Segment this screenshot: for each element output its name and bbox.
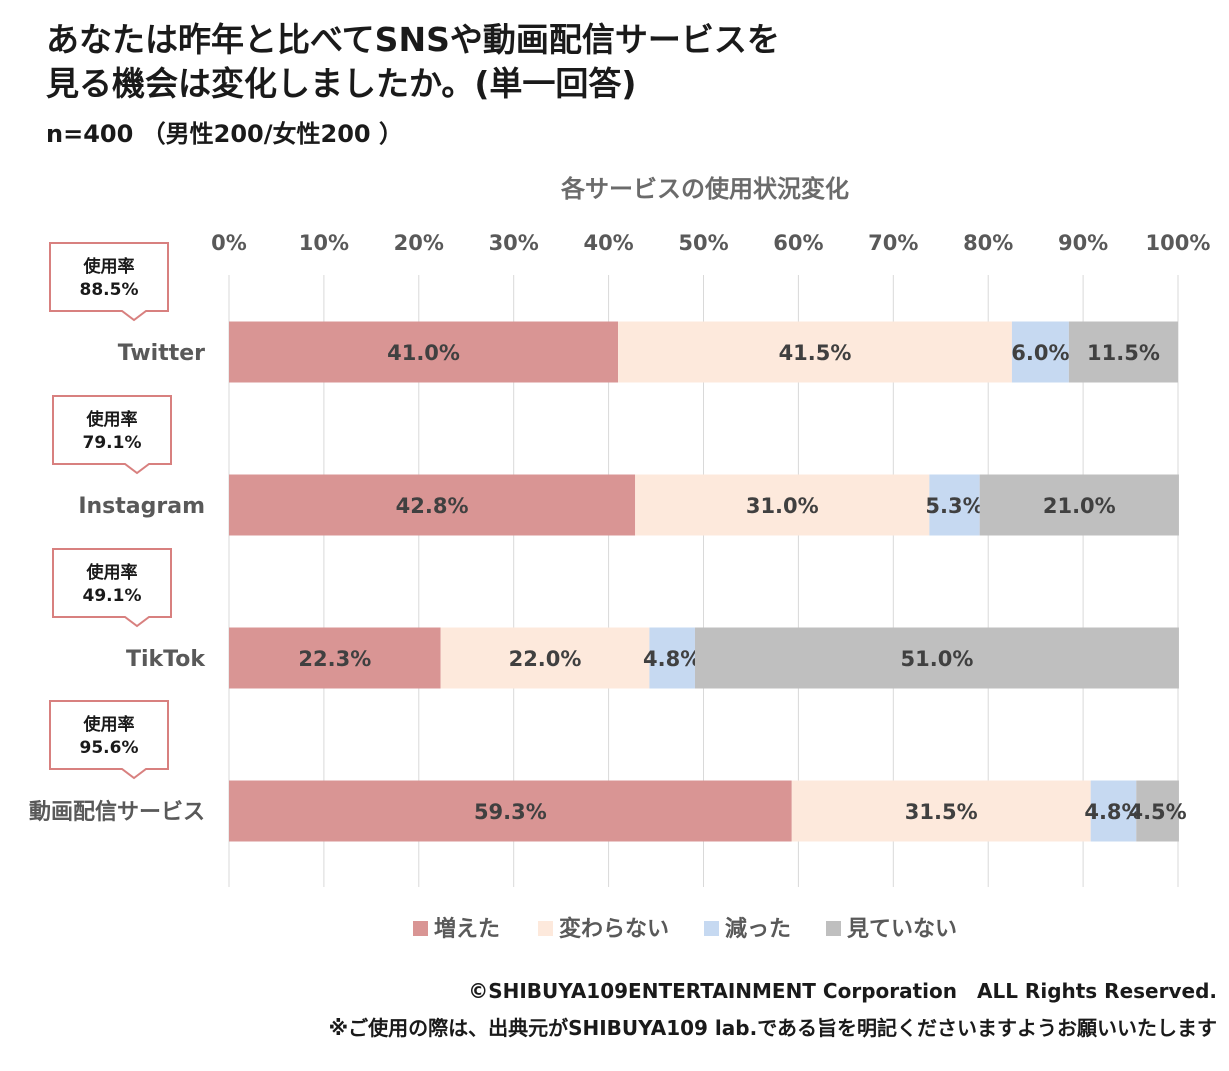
usage-rate-callouts: 使用率 88.5% 使用率 79.1% 使用率 49.1% 使用率 95.6%	[49, 242, 172, 780]
bar-segment	[618, 321, 1012, 383]
usage-callout-label: 使用率	[83, 256, 135, 277]
legend-label: 変わらない	[559, 916, 669, 942]
value-label: 21.0%	[1043, 494, 1116, 518]
x-tick-label: 90%	[1058, 231, 1108, 255]
bar-segment	[1136, 780, 1179, 842]
sample-size: n=400 （男性200/女性200 ）	[46, 120, 403, 148]
value-label: 11.5%	[1087, 341, 1160, 365]
bar-segment	[229, 627, 441, 689]
usage-callout-value: 49.1%	[83, 586, 142, 606]
value-label: 22.0%	[509, 647, 582, 671]
legend-swatch	[826, 921, 841, 936]
bar-segment	[1068, 321, 1178, 383]
page-title: あなたは昨年と比べてSNSや動画配信サービスを 見る機会は変化しましたか。(単一…	[46, 18, 780, 106]
category-label-twitter: Twitter	[118, 341, 205, 366]
title-line-2: 見る機会は変化しましたか。(単一回答)	[46, 64, 637, 103]
usage-callout	[49, 242, 169, 322]
usage-callout	[52, 548, 172, 628]
x-axis-ticks: 0% 10% 20% 30% 40% 50% 60% 70% 80% 90% 100%	[211, 231, 1210, 255]
bar-segment	[979, 474, 1179, 536]
usage-callout-label: 使用率	[86, 409, 138, 430]
value-label: 5.3%	[925, 494, 983, 518]
legend-label: 減った	[725, 917, 791, 942]
bar-segment	[694, 627, 1179, 689]
chart-title: 各サービスの使用状況変化	[560, 175, 849, 203]
value-label: 4.8%	[643, 647, 701, 671]
bar-segment	[791, 780, 1091, 842]
legend-label: 増えた	[434, 916, 500, 942]
x-tick-label: 100%	[1146, 231, 1211, 255]
bar-segment	[635, 474, 930, 536]
category-label-instagram: Instagram	[78, 494, 205, 519]
x-tick-label: 40%	[583, 231, 633, 255]
bar-segment	[440, 627, 650, 689]
legend-swatch	[704, 921, 719, 936]
x-tick-label: 0%	[211, 231, 247, 255]
category-label-item: 動画配信サービス	[29, 799, 205, 825]
bar-segment	[1011, 321, 1069, 383]
value-label: 31.5%	[905, 800, 978, 824]
usage-callout-value: 95.6%	[80, 738, 139, 758]
value-label: 41.5%	[779, 341, 852, 365]
value-label: 4.5%	[1128, 800, 1186, 824]
usage-callout	[49, 700, 169, 780]
x-tick-label: 20%	[394, 231, 444, 255]
x-tick-label: 10%	[299, 231, 349, 255]
usage-callout	[52, 395, 172, 475]
bar-segment	[229, 474, 636, 536]
value-label: 42.8%	[396, 494, 469, 518]
legend-label: 見ていない	[847, 917, 957, 942]
x-tick-label: 60%	[773, 231, 823, 255]
bar-segment	[229, 780, 792, 842]
value-label: 6.0%	[1011, 341, 1069, 365]
category-labels: Twitter Instagram TikTok 動画配信サービス	[29, 341, 206, 825]
title-line-1: あなたは昨年と比べてSNSや動画配信サービスを	[46, 20, 780, 59]
category-label-tiktok: TikTok	[126, 647, 206, 672]
x-tick-label: 50%	[678, 231, 728, 255]
value-label: 51.0%	[901, 647, 974, 671]
bars: 41.0% 41.5% 6.0% 11.5% 42.8% 31.0% 5.3% 21.0% 22…	[229, 321, 1187, 842]
usage-note: ※ご使用の際は、出典元がSHIBUYA109 lab.である旨を明記くださいます…	[328, 1016, 1217, 1040]
bar-segment	[649, 627, 695, 689]
value-label: 31.0%	[746, 494, 819, 518]
x-tick-label: 30%	[489, 231, 539, 255]
legend-swatch	[413, 921, 428, 936]
value-label: 4.8%	[1084, 800, 1142, 824]
bar-segment	[929, 474, 980, 536]
bar-segment	[229, 321, 619, 383]
x-tick-label: 80%	[963, 231, 1013, 255]
usage-callout-label: 使用率	[86, 562, 138, 583]
legend-swatch	[538, 921, 553, 936]
value-label: 41.0%	[387, 341, 460, 365]
legend: 増えた 変わらない 減った 見ていない	[413, 916, 957, 942]
bar-segment	[1090, 780, 1137, 842]
stacked-bar-chart: 各サービスの使用状況変化 0% 10% 20% 30% 40% 50% 60% 70% 80% 9…	[29, 175, 1210, 942]
value-label: 22.3%	[298, 647, 371, 671]
copyright: ©SHIBUYA109ENTERTAINMENT Corporation ALL…	[468, 979, 1217, 1003]
usage-callout-label: 使用率	[83, 714, 135, 735]
x-tick-label: 70%	[868, 231, 918, 255]
usage-callout-value: 88.5%	[80, 280, 139, 300]
value-label: 59.3%	[474, 800, 547, 824]
usage-callout-value: 79.1%	[83, 433, 142, 453]
